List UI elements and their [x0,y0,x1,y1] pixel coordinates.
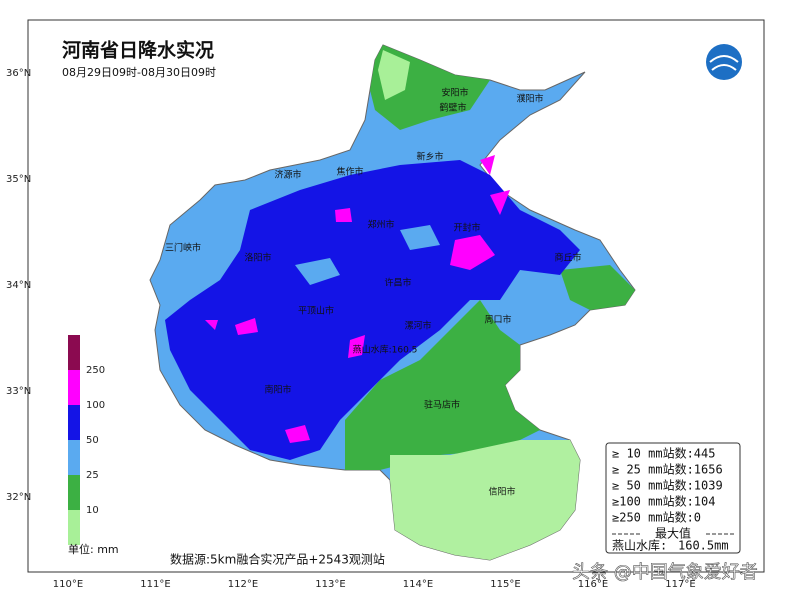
light-green-north [378,50,410,100]
legend-swatch [68,405,80,440]
city-label: 濮阳市 [516,93,543,105]
city-label: 商丘市 [554,252,581,264]
stats-max-station: 燕山水库: [612,538,667,553]
city-label: 新乡市 [416,151,443,163]
lon-label: 116°E [578,579,608,590]
province-map [149,44,636,561]
city-label: 三门峡市 [165,242,201,254]
stats-border [605,442,741,554]
city-label: 焦作市 [336,166,363,178]
city-label: 燕山水库:160.5 [353,344,418,356]
frame [27,19,765,573]
lat-label: 35°N [6,174,31,185]
legend-level: 10 [86,505,99,516]
city-label: 南阳市 [264,384,291,396]
city-label: 平顶山市 [298,305,334,317]
stats-line: ≥100 mm站数:104 [612,494,715,509]
green-east [560,265,635,310]
legend-swatch [68,510,80,545]
lon-label: 117°E [665,579,695,590]
city-label: 鹤壁市 [439,102,466,114]
legend-level: 25 [86,470,99,481]
city-label: 济源市 [274,169,301,181]
stats-max-heading: 最大值 [655,526,691,541]
city-label: 周口市 [484,314,511,326]
legend-swatch [68,370,80,405]
light-blue-patch [295,225,440,285]
lon-label: 112°E [228,579,258,590]
green-south [345,300,540,470]
lat-label: 36°N [6,68,31,79]
legend-level: 250 [86,365,105,376]
lon-label: 113°E [315,579,345,590]
legend-level: 100 [86,400,105,411]
source: 数据源:5km融合实况产品+2543观测站 [170,552,385,567]
lon-label: 111°E [140,579,170,590]
lat-label: 32°N [6,492,31,503]
lon-labels: 110°E 111°E 112°E 113°E 114°E 115°E 116°E 117°E [53,579,696,590]
stats-line: ≥250 mm站数:0 [612,510,701,525]
city-label: 洛阳市 [244,252,271,264]
city-label: 许昌市 [384,277,411,289]
lon-label: 115°E [490,579,520,590]
logo [706,44,742,80]
light-green-south [390,440,580,560]
city-label: 安阳市 [441,87,468,99]
lat-labels: 36°N 35°N 34°N 33°N 32°N [6,68,31,503]
stats-max-value: 160.5mm [678,539,729,553]
city-label: 开封市 [453,222,480,234]
blue-core [165,160,580,460]
lat-label: 33°N [6,386,31,397]
lon-label: 114°E [403,579,433,590]
city-label: 驻马店市 [424,399,460,411]
stats-line: ≥ 10 mm站数:445 [612,446,715,461]
lat-label: 34°N [6,280,31,291]
legend-level: 50 [86,435,99,446]
stats-line: ≥ 50 mm站数:1039 [612,478,723,493]
legend-swatch [68,335,80,370]
city-label: 信阳市 [488,486,515,498]
stats-line: ≥ 25 mm站数:1656 [612,462,723,477]
legend-swatch [68,440,80,475]
lon-label: 110°E [53,579,83,590]
watermark: 头条 @中国气象爱好者 [572,562,758,583]
subtitle: 08月29日09时-08月30日09时 [62,66,216,79]
legend-unit: 单位: mm [68,542,119,556]
legend: 250 100 50 25 10 [68,335,105,545]
title: 河南省日降水实况 [62,39,214,62]
city-label: 漯河市 [404,320,431,332]
city-label: 郑州市 [367,219,394,231]
stats-box: ≥ 10 mm站数:445≥ 25 mm站数:1656≥ 50 mm站数:103… [605,442,741,554]
legend-swatch [68,475,80,510]
